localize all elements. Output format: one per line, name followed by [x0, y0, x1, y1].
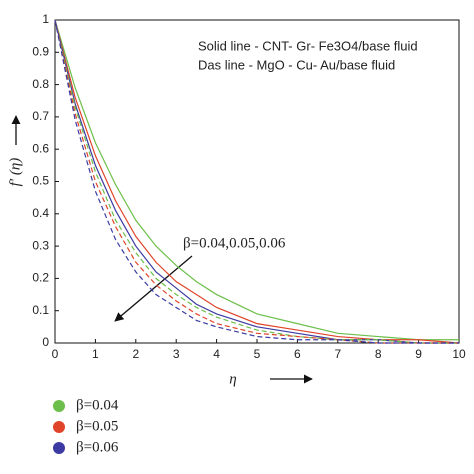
solid-line — [54, 19, 460, 344]
annotation: Solid line - CNT- Gr- Fe3O4/base fluid — [198, 38, 418, 53]
annotation: β=0.04,0.05,0.06 — [183, 235, 286, 251]
annotation-arrow — [114, 255, 193, 322]
solid-line — [54, 19, 459, 344]
x-tick-label: 6 — [294, 347, 301, 361]
x-tick-label: 1 — [92, 347, 99, 361]
y-tick-label: 0.6 — [32, 141, 49, 155]
x-tick-label: 0 — [52, 347, 59, 361]
y-tick-label: 0.1 — [32, 303, 49, 317]
legend-marker — [53, 442, 65, 454]
legend-label: β=0.06 — [76, 439, 119, 455]
x-tick-label: 9 — [415, 347, 422, 361]
x-tick-label: 4 — [213, 347, 220, 361]
y-tick-label: 0.4 — [32, 206, 49, 220]
y-tick-label: 0.2 — [32, 271, 49, 285]
legend-label: β=0.04 — [76, 397, 119, 413]
y-tick-label: 0.5 — [32, 174, 49, 188]
legend-marker — [53, 400, 65, 412]
y-tick-label: 0.9 — [32, 44, 49, 58]
x-tick-label: 3 — [173, 347, 180, 361]
y-axis-label: f′ (η) — [7, 158, 23, 187]
y-tick-label: 0.8 — [32, 77, 49, 91]
x-tick-label: 5 — [254, 347, 261, 361]
y-tick-label: 1 — [42, 12, 49, 26]
legend-label: β=0.05 — [76, 418, 118, 434]
dashed-line — [54, 19, 459, 344]
y-tick-label: 0.7 — [32, 109, 49, 123]
y-tick-label: 0 — [42, 335, 49, 349]
y-tick-label: 0.3 — [32, 238, 49, 252]
dashed-line — [54, 19, 459, 344]
x-tick-label: 2 — [132, 347, 139, 361]
annotation: Das line - MgO - Cu- Au/base fluid — [198, 57, 395, 72]
dashed-line — [54, 19, 459, 344]
solid-line — [54, 19, 459, 341]
legend-marker — [53, 421, 65, 433]
x-axis-label: η — [229, 371, 236, 387]
x-tick-label: 10 — [452, 347, 466, 361]
x-tick-label: 7 — [334, 347, 341, 361]
x-tick-label: 8 — [375, 347, 382, 361]
